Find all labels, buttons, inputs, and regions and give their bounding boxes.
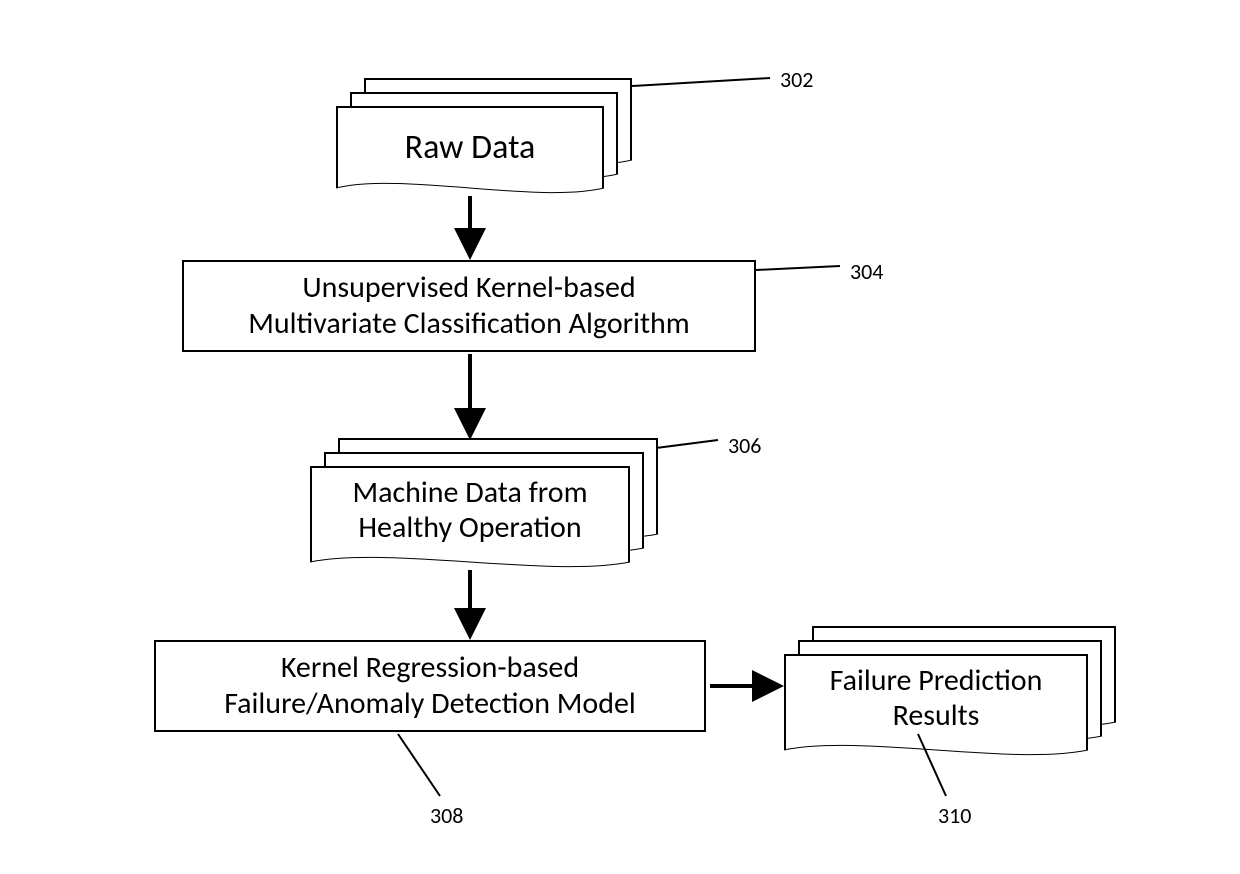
diagram-canvas: Raw Data Unsupervised Kernel-based Multi… xyxy=(0,0,1240,874)
arrow-model-results xyxy=(0,0,1240,874)
